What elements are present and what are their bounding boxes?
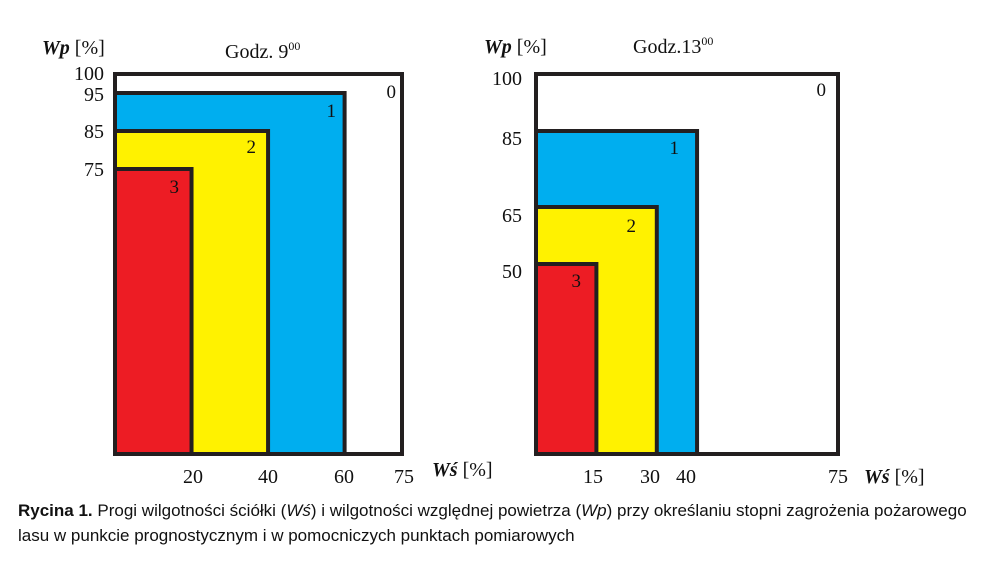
y-axis-symbol: Wp [484, 36, 512, 58]
x-tick-label: 20 [183, 466, 203, 488]
x-axis-unit: [%] [890, 466, 925, 488]
y-tick-label: 95 [84, 84, 104, 106]
chart-title-text: Godz. 9 [225, 41, 288, 63]
y-tick-label: 85 [502, 128, 522, 150]
caption-text-1: Progi wilgotności ściółki ( [92, 501, 287, 520]
caption-wp: Wp [581, 501, 607, 520]
x-tick-label: 75 [828, 466, 848, 488]
x-axis-symbol: Wś [432, 459, 459, 481]
y-tick-label: 50 [502, 261, 522, 283]
chart-title-superscript: 00 [701, 34, 713, 48]
caption-text-2: ) i wilgotności względnej powietrza ( [310, 501, 582, 520]
x-tick-label: 30 [640, 466, 660, 488]
y-axis-unit: [%] [70, 37, 105, 59]
y-axis-label: Wp [%] [42, 37, 105, 59]
x-axis-unit: [%] [458, 459, 493, 481]
y-tick-label: 75 [84, 159, 104, 181]
caption-ws: Wś [286, 501, 311, 520]
zone-label-0: 0 [817, 80, 827, 101]
y-axis-label: Wp [%] [484, 36, 547, 58]
caption-text-3: ) przy określaniu stopni zagrożenia poża… [18, 501, 967, 545]
y-axis-unit: [%] [512, 36, 547, 58]
chart-title-superscript: 00 [288, 39, 300, 53]
y-tick-label: 100 [74, 63, 104, 85]
x-tick-label: 15 [583, 466, 603, 488]
x-axis-label: Wś [%] [864, 466, 925, 488]
zone-label-2: 2 [627, 216, 637, 237]
zone-label-3: 3 [170, 177, 180, 198]
zone-label-1: 1 [670, 138, 680, 159]
zone-label-3: 3 [572, 271, 582, 292]
chart-title-text: Godz.13 [633, 36, 701, 58]
x-tick-label: 40 [258, 466, 278, 488]
chart-title: Godz. 900 [225, 39, 300, 63]
x-tick-label: 60 [334, 466, 354, 488]
zone-label-1: 1 [327, 101, 337, 122]
zone-3-rect [113, 167, 194, 456]
zone-label-0: 0 [387, 82, 397, 103]
y-tick-label: 85 [84, 121, 104, 143]
zone-3-rect [534, 262, 599, 456]
figure-caption: Rycina 1. Progi wilgotności ściółki (Wś)… [18, 498, 993, 548]
x-tick-label: 40 [676, 466, 696, 488]
x-tick-label: 75 [394, 466, 414, 488]
x-axis-label: Wś [%] [432, 459, 493, 481]
chart-title: Godz.1300 [633, 34, 713, 58]
y-tick-label: 65 [502, 205, 522, 227]
caption-label: Rycina 1. [18, 501, 93, 520]
zone-label-2: 2 [247, 137, 257, 158]
y-axis-symbol: Wp [42, 37, 70, 59]
y-tick-label: 100 [492, 68, 522, 90]
x-axis-symbol: Wś [864, 466, 891, 488]
